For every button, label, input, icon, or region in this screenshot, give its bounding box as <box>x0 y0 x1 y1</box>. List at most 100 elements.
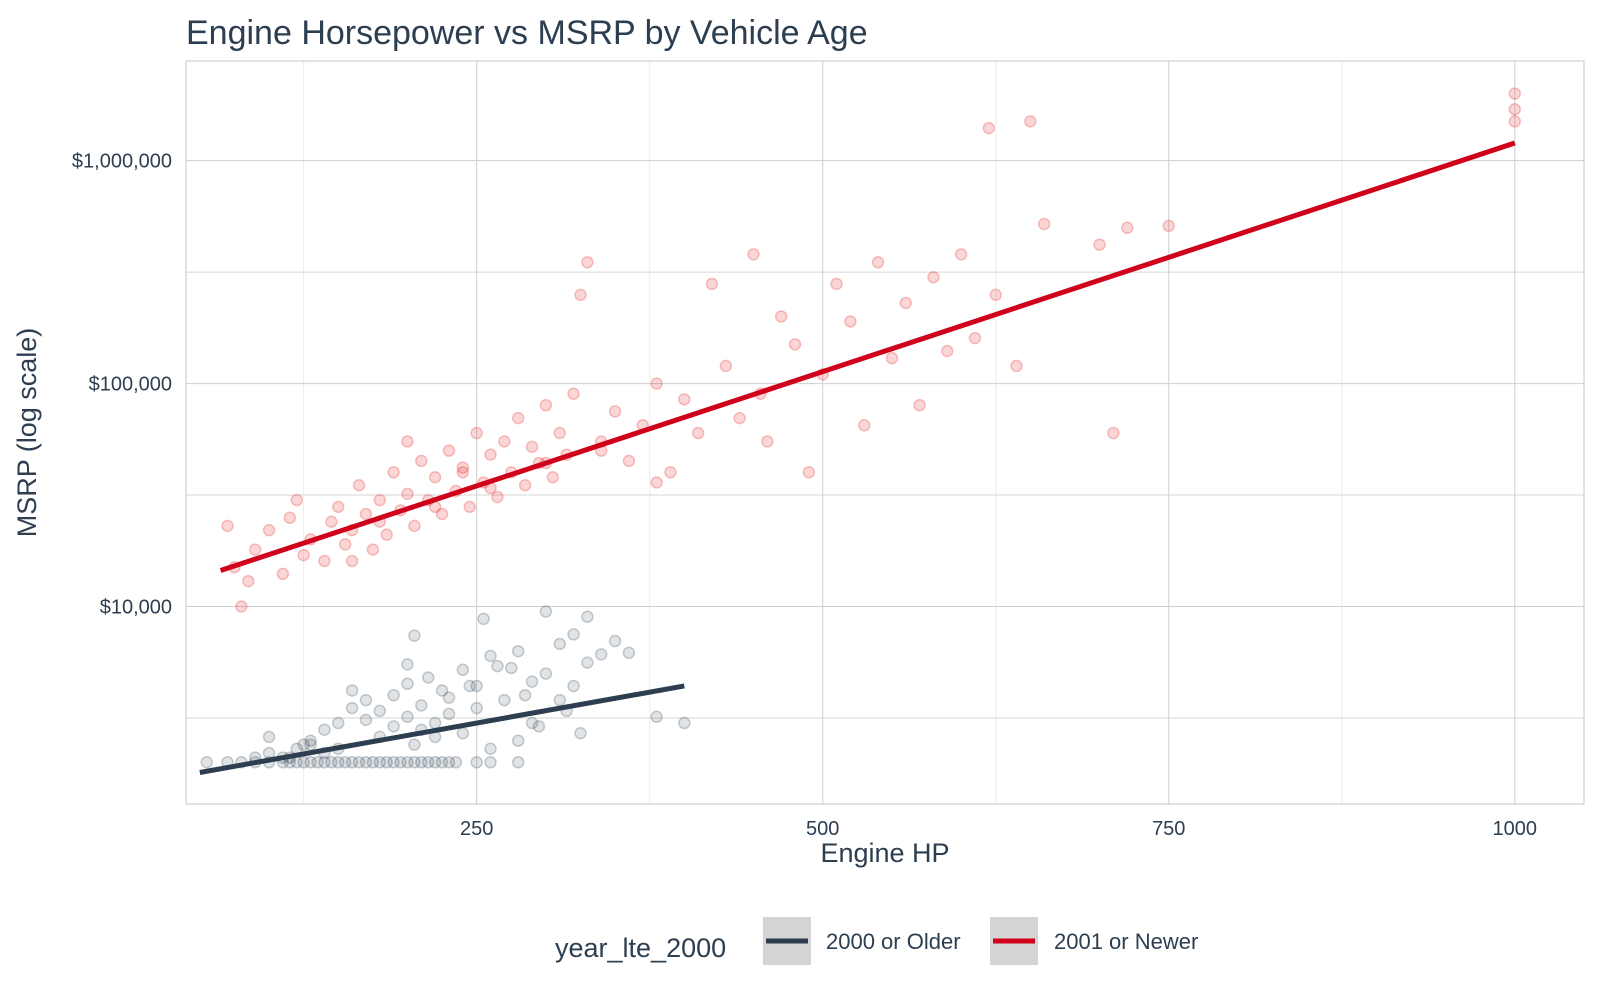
data-point <box>242 574 255 588</box>
y-tick-label: $1,000,000 <box>72 151 172 173</box>
data-point <box>442 756 456 769</box>
data-point <box>332 716 345 730</box>
data-point <box>553 637 566 651</box>
data-point <box>567 387 580 401</box>
data-point <box>359 507 373 521</box>
data-point <box>297 738 310 751</box>
data-point <box>532 720 546 733</box>
data-point <box>650 377 663 390</box>
grid-lines <box>186 61 1584 804</box>
data-point <box>913 398 926 412</box>
data-point <box>678 393 691 406</box>
data-point <box>338 756 352 769</box>
data-point <box>366 543 380 556</box>
data-point <box>525 716 539 730</box>
data-point <box>449 756 463 769</box>
data-point <box>539 605 553 618</box>
data-point <box>304 756 317 769</box>
data-point <box>262 523 276 537</box>
data-point <box>511 644 525 658</box>
data-point <box>491 490 504 504</box>
y-tick-label: $10,000 <box>100 596 172 618</box>
data-point <box>352 478 366 492</box>
data-point <box>373 756 387 769</box>
y-axis-label: MSRP (log scale) <box>12 328 42 538</box>
data-point <box>1508 115 1522 128</box>
data-point <box>844 315 857 328</box>
data-point <box>428 756 442 769</box>
data-point <box>678 716 691 730</box>
data-point <box>345 756 359 769</box>
data-point <box>567 679 580 693</box>
data-point <box>857 419 871 432</box>
data-point <box>581 256 594 269</box>
data-point <box>1037 217 1051 231</box>
data-point <box>484 756 497 769</box>
legend-label: 2000 or Older <box>826 929 961 954</box>
x-axis-ticks: 250 500 750 1000 <box>460 818 1537 840</box>
legend: year_lte_2000 2000 or Older 2001 or Newer <box>555 917 1198 965</box>
data-point <box>539 667 553 680</box>
legend-label: 2001 or Newer <box>1054 929 1198 954</box>
data-point <box>1508 103 1522 116</box>
data-point <box>359 693 373 707</box>
data-point <box>408 738 421 751</box>
data-point <box>518 688 532 702</box>
data-point <box>491 659 504 673</box>
data-point <box>774 310 788 323</box>
data-point <box>705 277 719 291</box>
data-point <box>941 344 954 358</box>
data-point <box>338 538 352 551</box>
data-point <box>802 466 816 479</box>
legend-title: year_lte_2000 <box>555 933 726 963</box>
data-point <box>1093 238 1106 251</box>
data-point <box>505 661 518 675</box>
data-point <box>401 435 414 448</box>
data-point <box>318 554 331 568</box>
data-point <box>539 398 553 412</box>
data-point <box>304 734 317 747</box>
data-point <box>968 331 982 345</box>
data-point <box>567 628 580 641</box>
data-point <box>927 270 940 284</box>
data-point <box>325 756 338 769</box>
data-point <box>408 519 421 533</box>
data-point <box>276 567 290 581</box>
data-point <box>871 256 885 269</box>
data-point <box>885 351 899 365</box>
data-point <box>982 121 996 135</box>
data-point <box>401 677 414 691</box>
data-point <box>546 471 560 484</box>
data-point <box>435 756 449 769</box>
data-point <box>235 600 248 613</box>
data-point <box>761 435 774 448</box>
data-point <box>574 726 587 740</box>
data-point <box>1120 221 1134 235</box>
data-point <box>498 693 511 707</box>
data-point <box>283 511 297 525</box>
data-point <box>456 466 470 479</box>
points-layer <box>200 87 1522 769</box>
data-point <box>470 701 483 715</box>
data-point <box>387 466 400 479</box>
data-point <box>747 248 760 261</box>
data-point <box>484 448 497 461</box>
data-point <box>788 338 802 351</box>
data-point <box>463 679 477 693</box>
data-point <box>608 634 622 648</box>
data-point <box>297 756 310 769</box>
data-point <box>387 720 400 733</box>
data-point <box>387 756 400 769</box>
data-point <box>380 528 393 541</box>
y-tick-label: $100,000 <box>89 374 172 396</box>
data-point <box>594 648 608 661</box>
data-point <box>415 756 428 769</box>
data-point <box>622 646 636 660</box>
data-point <box>470 679 483 693</box>
data-point <box>380 756 393 769</box>
data-point <box>304 738 317 751</box>
data-point <box>1508 87 1522 100</box>
data-point <box>373 704 387 718</box>
data-point <box>1107 426 1120 440</box>
